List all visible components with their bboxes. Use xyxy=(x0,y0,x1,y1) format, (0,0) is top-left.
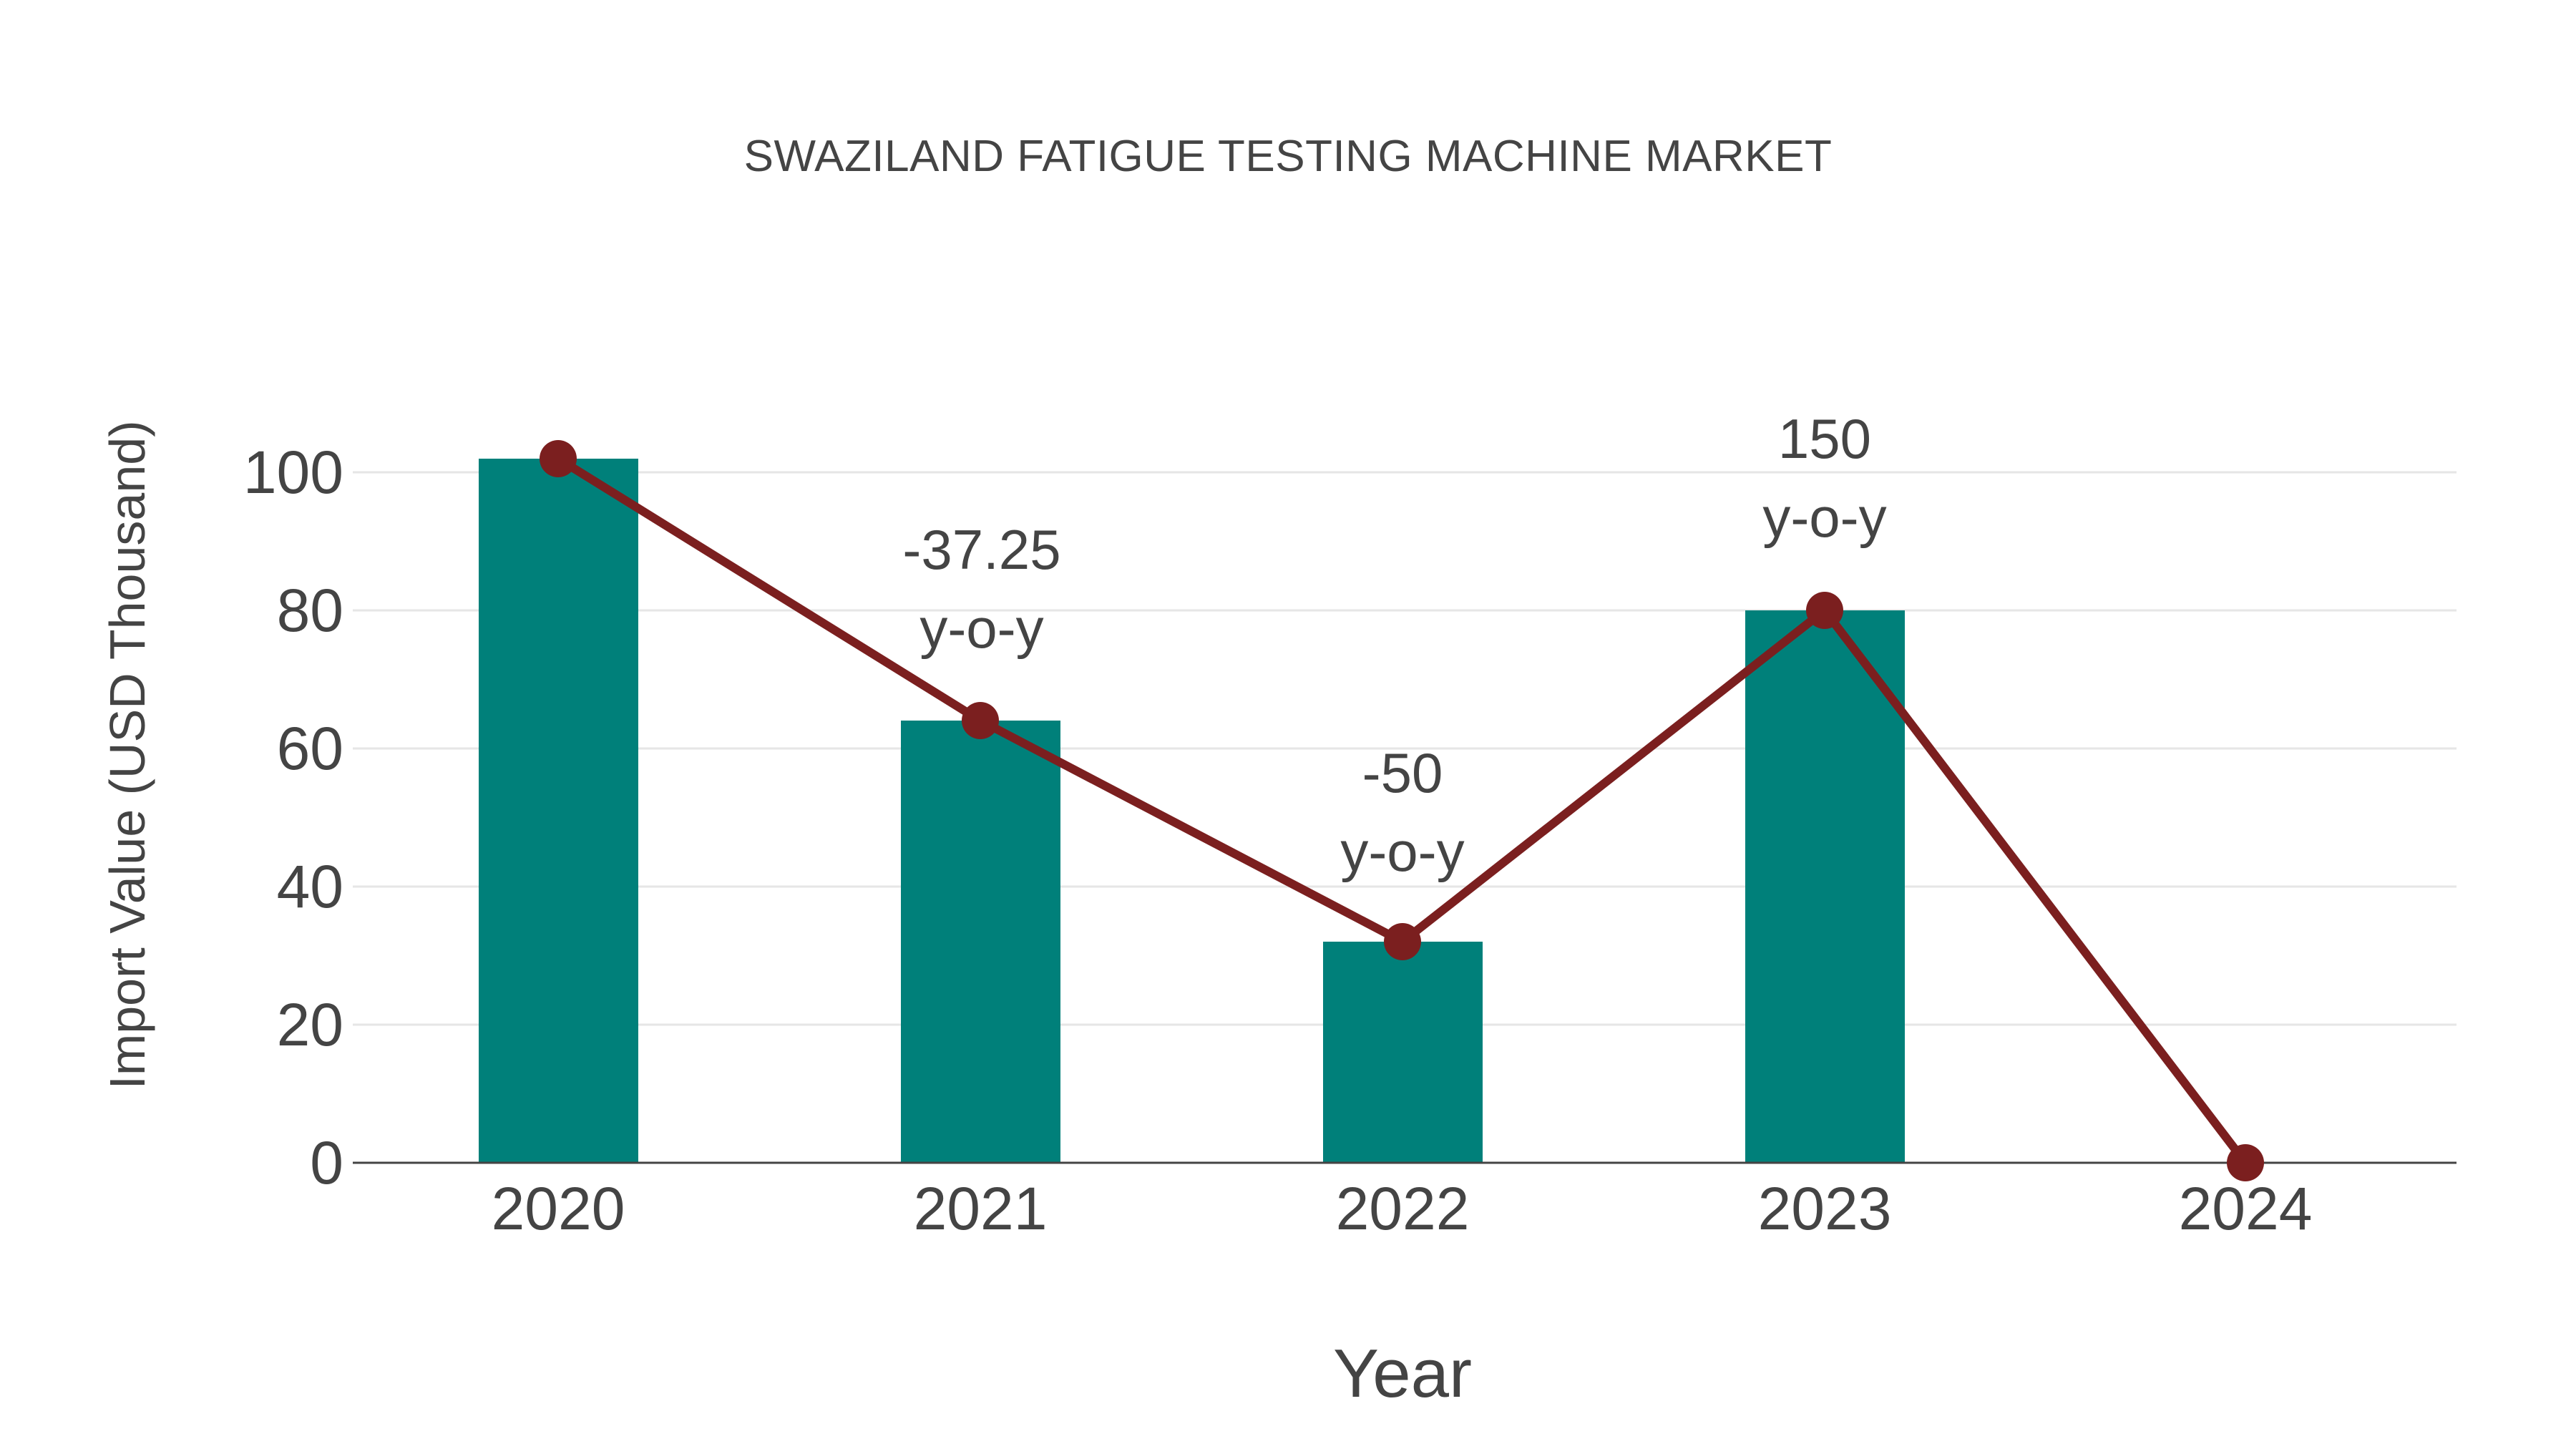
annotation-label: y-o-y xyxy=(1762,486,1886,549)
y-tick: 40 xyxy=(277,853,343,920)
x-tick: 2023 xyxy=(1758,1175,1892,1242)
annotation-label: y-o-y xyxy=(919,597,1043,660)
trend-markers xyxy=(540,440,2264,1181)
bar-2020[interactable] xyxy=(479,459,638,1163)
x-tick: 2022 xyxy=(1336,1175,1470,1242)
x-tick: 2020 xyxy=(492,1175,625,1242)
x-tick: 2024 xyxy=(2179,1175,2313,1242)
bar-2021[interactable] xyxy=(901,721,1060,1163)
y-tick: 20 xyxy=(277,991,343,1058)
annotation-value: -50 xyxy=(1362,741,1443,804)
marker-2020[interactable] xyxy=(540,440,577,477)
marker-2024[interactable] xyxy=(2227,1144,2264,1181)
marker-2021[interactable] xyxy=(962,702,999,739)
y-tick: 0 xyxy=(310,1129,343,1196)
annotation-value: -37.25 xyxy=(902,518,1060,581)
bar-series xyxy=(479,459,1905,1163)
y-axis-ticks: 0 20 40 60 80 100 xyxy=(243,439,343,1196)
bar-2023[interactable] xyxy=(1745,610,1905,1163)
marker-2023[interactable] xyxy=(1806,592,1843,629)
annotation-label: y-o-y xyxy=(1340,820,1464,883)
chart-title: SWAZILAND FATIGUE TESTING MACHINE MARKET xyxy=(743,132,1833,181)
y-tick: 80 xyxy=(277,577,343,644)
yoy-annotations: -37.25 y-o-y -50 y-o-y 150 y-o-y xyxy=(902,407,1886,883)
x-axis-ticks: 2020 2021 2022 2023 2024 xyxy=(492,1175,2313,1242)
y-tick: 60 xyxy=(277,715,343,782)
bar-2022[interactable] xyxy=(1323,942,1483,1163)
x-tick: 2021 xyxy=(914,1175,1048,1242)
marker-2022[interactable] xyxy=(1384,923,1421,960)
x-axis-label: Year xyxy=(1333,1335,1472,1412)
y-tick: 100 xyxy=(243,439,343,506)
annotation-value: 150 xyxy=(1778,407,1871,470)
